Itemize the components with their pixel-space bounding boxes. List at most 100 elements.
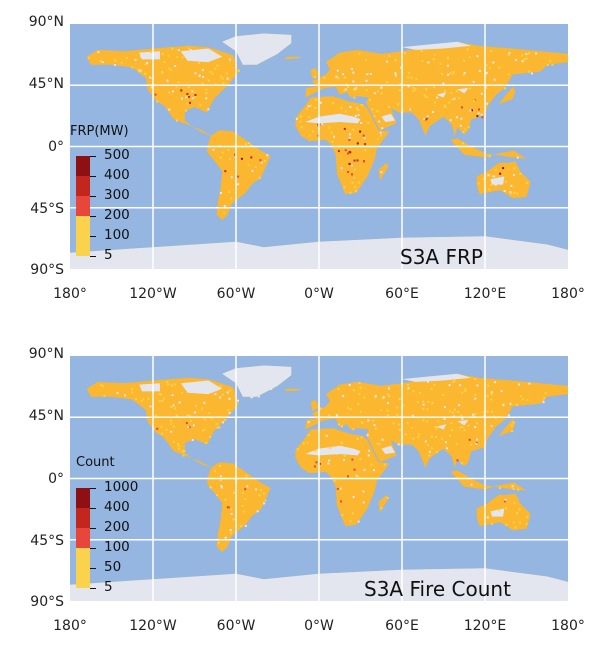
land-mass (284, 388, 301, 392)
lat-label-90s: 90°S (30, 594, 64, 610)
no-fire-pixel (333, 135, 335, 138)
fire-pixel (365, 58, 367, 61)
no-fire-pixel (214, 393, 217, 396)
fire-pixel (526, 398, 529, 401)
fire-pixel (331, 140, 334, 143)
lat-label-0: 0° (48, 139, 64, 155)
no-fire-pixel (487, 174, 490, 177)
lon-label-60e: 60°E (385, 618, 419, 634)
fire-pixel (410, 76, 413, 79)
fire-pixel (418, 433, 421, 436)
fire-pixel (306, 441, 309, 444)
fire-pixel (225, 72, 228, 75)
land-mass (305, 373, 568, 468)
no-fire-pixel (257, 395, 260, 398)
fire-pixel (221, 393, 224, 396)
no-fire-pixel (140, 55, 143, 58)
fire-pixel (126, 57, 128, 59)
bare-land (222, 365, 292, 397)
fire-pixel (362, 134, 365, 137)
no-fire-pixel (282, 45, 285, 48)
fire-pixel (517, 488, 520, 491)
fire-pixel (351, 512, 354, 515)
fire-pixel (230, 532, 233, 535)
fire-pixel (364, 149, 367, 152)
fire-pixel (307, 116, 310, 119)
no-fire-pixel (349, 106, 352, 109)
fire-pixel (419, 391, 421, 394)
no-fire-pixel (380, 171, 383, 174)
fire-pixel (407, 76, 410, 79)
no-fire-pixel (251, 396, 253, 399)
fire-pixel (250, 156, 253, 159)
no-fire-pixel (453, 97, 456, 100)
no-fire-pixel (192, 424, 195, 427)
fire-pixel (245, 474, 248, 477)
no-fire-pixel (219, 475, 222, 478)
fire-pixel (314, 98, 317, 101)
fire-pixel (201, 82, 204, 85)
no-fire-pixel (246, 382, 249, 385)
fire-pixel (219, 464, 222, 467)
colorbar-label: 5 (104, 579, 113, 595)
fire-pixel (221, 77, 224, 80)
fire-pixel (210, 417, 213, 420)
no-fire-pixel (460, 117, 463, 120)
no-fire-pixel (504, 498, 507, 501)
no-fire-pixel (480, 113, 483, 116)
no-fire-pixel (369, 72, 372, 75)
fire-pixel (451, 98, 454, 101)
fire-pixel (353, 96, 356, 99)
no-fire-pixel (426, 115, 429, 118)
no-fire-pixel (469, 109, 472, 112)
fire-pixel (337, 150, 340, 153)
fire-pixel (380, 92, 383, 95)
fire-pixel (137, 68, 140, 71)
fire-pixel (407, 383, 409, 386)
no-fire-pixel (149, 405, 152, 408)
fire-pixel (176, 119, 178, 122)
map-title: S3A Fire Count (364, 577, 511, 601)
no-fire-pixel (513, 174, 515, 176)
no-fire-pixel (542, 401, 545, 404)
fire-pixel (343, 89, 346, 92)
no-fire-pixel (339, 487, 342, 490)
fire-pixel (344, 149, 347, 152)
no-fire-pixel (354, 114, 357, 117)
fire-pixel (387, 414, 390, 416)
fire-pixel (363, 160, 365, 162)
fire-pixel (330, 131, 333, 134)
lat-label-90s: 90°S (30, 262, 64, 278)
fire-pixel (353, 176, 356, 179)
fire-pixel (528, 52, 531, 55)
fire-pixel (388, 105, 390, 108)
fire-pixel (470, 443, 473, 446)
fire-pixel (175, 85, 178, 88)
no-fire-pixel (480, 92, 483, 95)
fire-pixel (306, 107, 309, 110)
bare-land (139, 383, 160, 392)
no-fire-pixel (422, 403, 425, 406)
fire-pixel (260, 489, 263, 492)
fire-pixel (528, 70, 531, 73)
fire-pixel (318, 462, 321, 465)
fire-pixel (182, 454, 185, 457)
no-fire-pixel (348, 136, 351, 139)
fire-pixel (209, 435, 212, 438)
no-fire-pixel (394, 74, 397, 77)
no-fire-pixel (492, 61, 495, 64)
colorbar-segment (76, 568, 90, 588)
no-fire-pixel (190, 49, 193, 52)
colorbar-title: Count (76, 455, 115, 470)
fire-pixel (254, 166, 257, 168)
fire-pixel (437, 420, 440, 423)
fire-pixel (198, 62, 200, 65)
fire-pixel (341, 425, 343, 428)
no-fire-pixel (400, 66, 402, 69)
fire-pixels (100, 371, 547, 544)
fire-pixel (348, 150, 351, 153)
fire-pixel (430, 447, 433, 450)
no-fire-pixel (256, 510, 259, 513)
fire-pixel (488, 155, 491, 158)
bare-land (490, 176, 505, 185)
